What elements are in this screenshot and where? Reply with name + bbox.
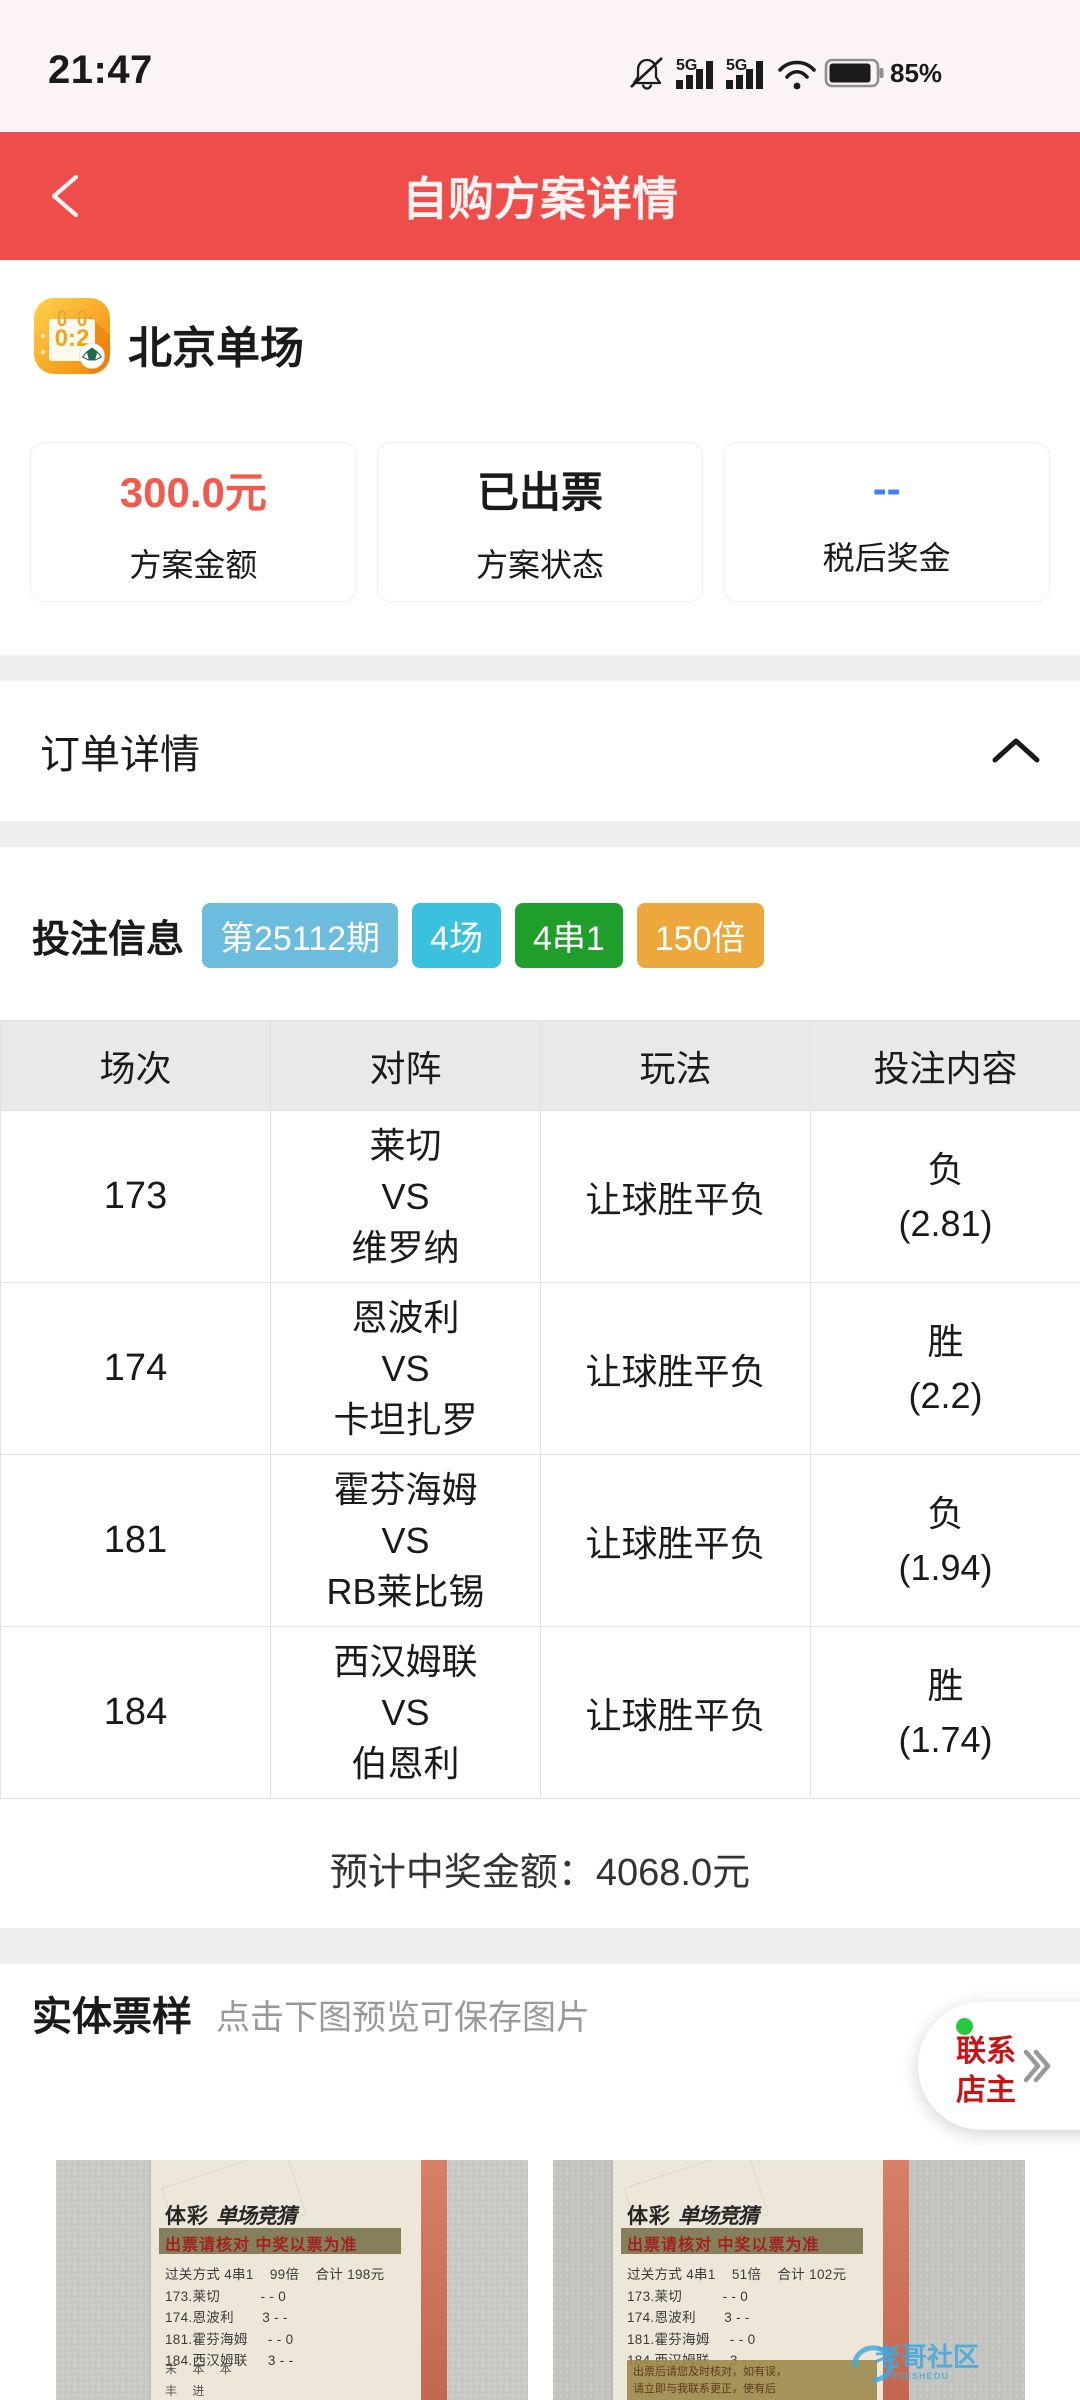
- svg-text:老哥社区: 老哥社区: [875, 2342, 979, 2372]
- svg-text:85%: 85%: [890, 58, 942, 88]
- svg-text:5G: 5G: [726, 57, 747, 74]
- svg-text:5G: 5G: [676, 57, 697, 74]
- svg-text:LAOGESHEOU: LAOGESHEOU: [875, 2371, 949, 2381]
